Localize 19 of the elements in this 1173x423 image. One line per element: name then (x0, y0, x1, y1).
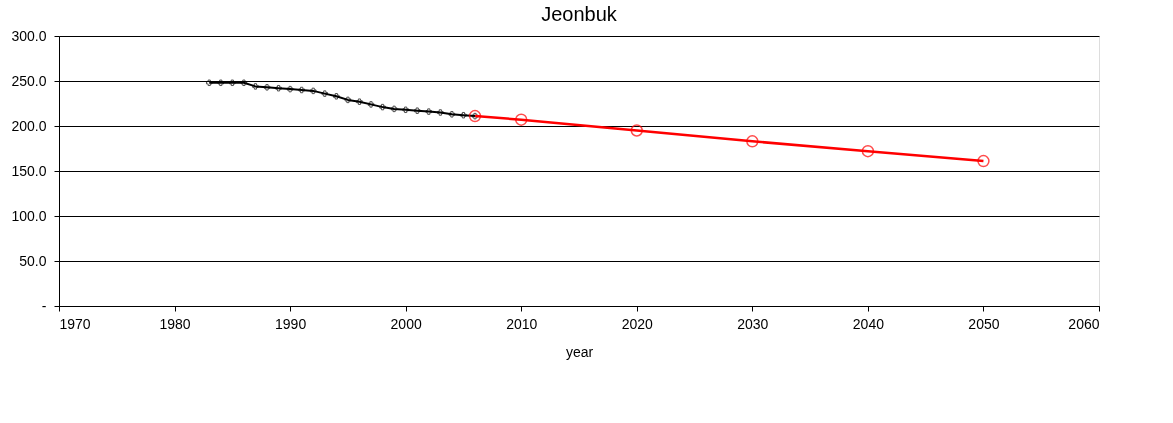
x-tick-label: 2030 (737, 315, 769, 332)
y-tick-label: 300.0 (11, 27, 47, 44)
x-tick-label: 2020 (621, 315, 654, 332)
y-tick-label: 150.0 (11, 162, 47, 179)
y-tick-label: 250.0 (11, 72, 47, 89)
x-tick-label: 2000 (390, 315, 422, 332)
y-tick-label: 100.0 (11, 207, 47, 224)
y-tick-label: 200.0 (11, 117, 47, 134)
x-tick-label: 2050 (968, 315, 1000, 332)
x-tick-label: 1990 (275, 315, 307, 332)
y-tick-label: 50.0 (19, 252, 47, 269)
x-tick-label: 2040 (852, 315, 885, 332)
y-tick-label: - (41, 297, 47, 314)
x-tick-label: 1980 (159, 315, 191, 332)
x-tick-label: 1970 (59, 315, 91, 332)
chart-title: Jeonbuk (541, 3, 618, 25)
x-tick-label: 2060 (1068, 315, 1100, 332)
x-tick-label: 2010 (506, 315, 538, 332)
x-axis-title: year (565, 343, 594, 360)
